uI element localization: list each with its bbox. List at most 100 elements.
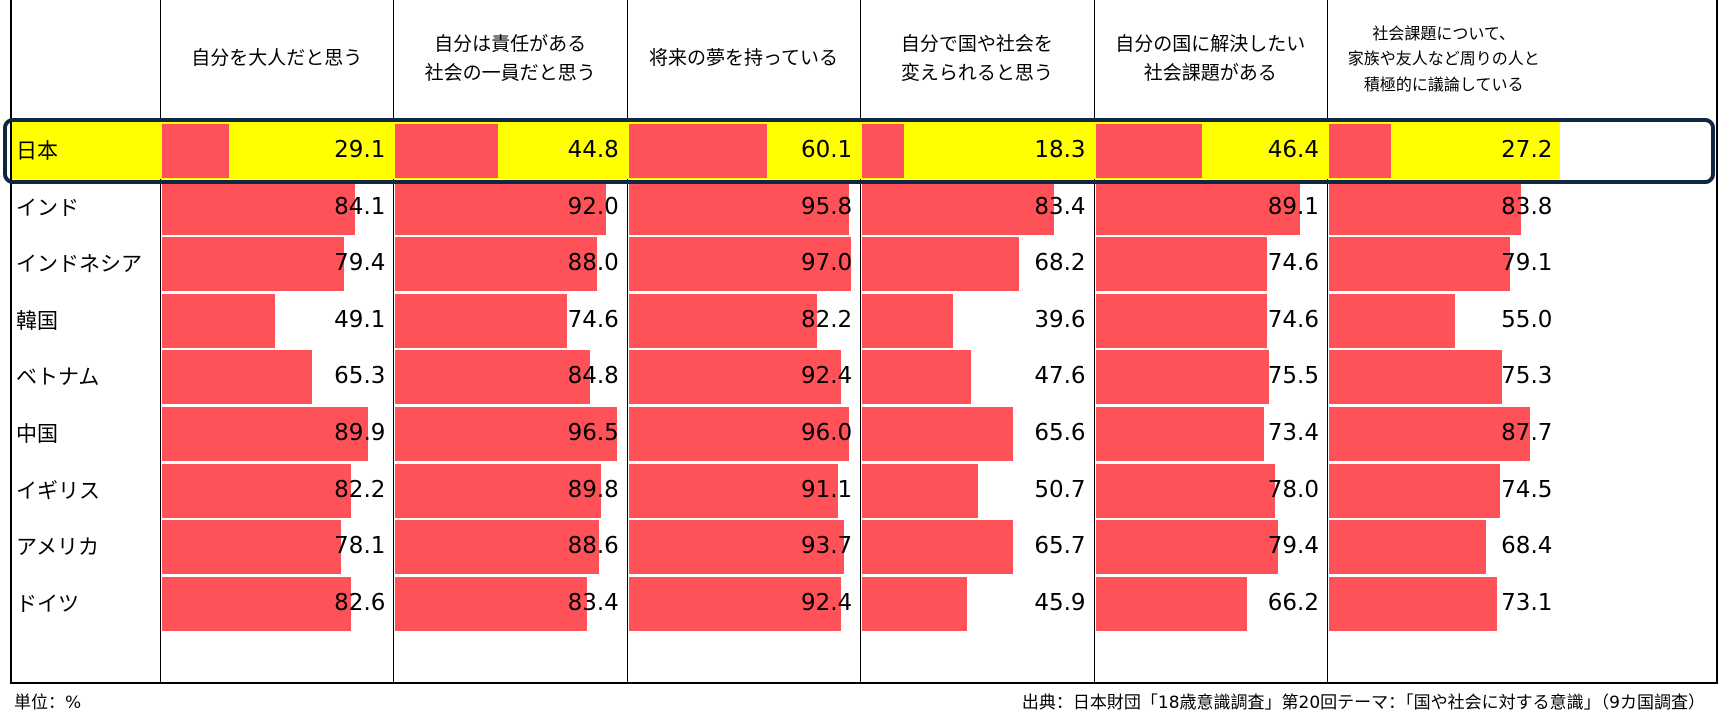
data-cell: 27.2 [1327,120,1560,180]
data-cell: 74.5 [1327,460,1560,520]
value-label: 66.2 [1267,589,1319,616]
bar [1095,350,1269,405]
bar [1095,237,1267,292]
value-label: 91.1 [800,476,853,503]
data-cell: 88.6 [393,516,626,576]
bar [395,463,602,518]
unit-note: 単位：% [14,693,82,713]
bar [395,407,617,461]
country-label: インド [16,195,79,220]
data-cell: 45.9 [860,573,1093,633]
bar [395,576,587,631]
bar [395,124,499,178]
value-label: 79.1 [1501,250,1553,277]
bar [1095,407,1264,461]
value-label: 89.9 [334,420,386,446]
data-cell: 18.3 [860,120,1093,180]
column-divider [626,0,628,682]
bar [862,520,1013,575]
value-label: 74.6 [1267,306,1319,333]
value-label: 29.1 [334,137,386,163]
bar [1095,576,1248,631]
value-label: 18.3 [1034,137,1086,163]
data-cell: 39.6 [860,290,1093,350]
data-cell: 79.4 [160,233,393,293]
bar [862,237,1019,292]
survey-table: 自分を大人だと思う 自分は責任がある 社会の一員だと思う 将来の夢を持っている 自分で… [10,0,1718,684]
country-label: ドイツ [16,591,79,616]
data-cell: 73.1 [1327,573,1560,633]
data-cell: 78.1 [160,516,393,576]
data-cell: 87.7 [1327,403,1560,463]
country-label: イギリス [16,478,100,503]
bar [628,463,838,518]
bar [395,180,607,235]
bar [162,463,351,518]
bar [628,124,767,178]
value-label: 45.9 [1034,589,1086,616]
data-cell: 68.2 [860,233,1093,293]
value-label: 65.3 [334,363,386,390]
value-label: 68.2 [1034,250,1086,277]
bar [862,180,1054,235]
value-label: 60.1 [800,137,853,163]
data-cell: 75.5 [1094,346,1327,406]
value-label: 96.5 [567,420,619,446]
value-label: 49.1 [334,306,386,333]
data-cell: 92.4 [627,346,860,406]
country-label: 中国 [16,422,58,446]
value-label: 92.4 [800,589,853,616]
value-label: 95.8 [800,193,853,220]
data-cell: 95.8 [627,177,860,237]
data-cell: 46.4 [1094,120,1327,180]
bar [862,293,954,348]
bar [1095,463,1275,518]
data-cell: 83.8 [1327,177,1560,237]
data-cell: 29.1 [160,120,393,180]
value-label: 75.5 [1267,363,1319,390]
data-cell: 83.4 [860,177,1093,237]
value-label: 92.0 [567,193,619,220]
data-cell: 92.4 [627,573,860,633]
bar [862,407,1013,461]
column-divider [1327,0,1328,682]
column-header: 自分で国や社会を 変えられると思う [900,32,1053,84]
data-cell: 96.5 [393,403,626,463]
column-header: 自分を大人だと思う [191,47,363,70]
bar [1329,350,1502,405]
value-label: 82.6 [334,589,386,616]
data-cell: 65.6 [860,403,1093,463]
bar [1329,520,1486,575]
bar [628,520,844,575]
source-note: 出典：日本財団「18歳意識調査」第20回テーマ：「国や社会に対する意識」（9カ国… [1021,693,1705,713]
value-label: 74.5 [1501,476,1553,503]
bar [1329,237,1511,292]
value-label: 79.4 [334,250,386,277]
data-cell: 96.0 [627,403,860,463]
data-cell: 44.8 [393,120,626,180]
value-label: 73.1 [1501,589,1553,616]
bar [162,520,342,575]
bar [162,180,355,235]
bar [1095,180,1300,235]
bar [162,407,369,461]
data-cell: 97.0 [627,233,860,293]
data-cell: 82.6 [160,573,393,633]
country-label: インドネシア [16,252,142,277]
value-label: 50.7 [1034,476,1086,503]
country-label: 日本 [16,139,58,163]
bar [1329,576,1497,631]
data-cell: 74.6 [1094,290,1327,350]
bar [162,350,312,405]
value-label: 78.0 [1267,476,1319,503]
data-cell: 83.4 [393,573,626,633]
bar [1095,293,1267,348]
column-header: 社会課題について、 家族や友人など周りの人と 積極的に議論している [1347,23,1540,94]
column-divider [160,0,161,682]
data-cell: 66.2 [1094,573,1327,633]
value-label: 96.0 [800,420,853,446]
value-label: 97.0 [800,250,853,277]
bar [1095,124,1203,178]
value-label: 55.0 [1501,306,1553,333]
data-cell: 92.0 [393,177,626,237]
